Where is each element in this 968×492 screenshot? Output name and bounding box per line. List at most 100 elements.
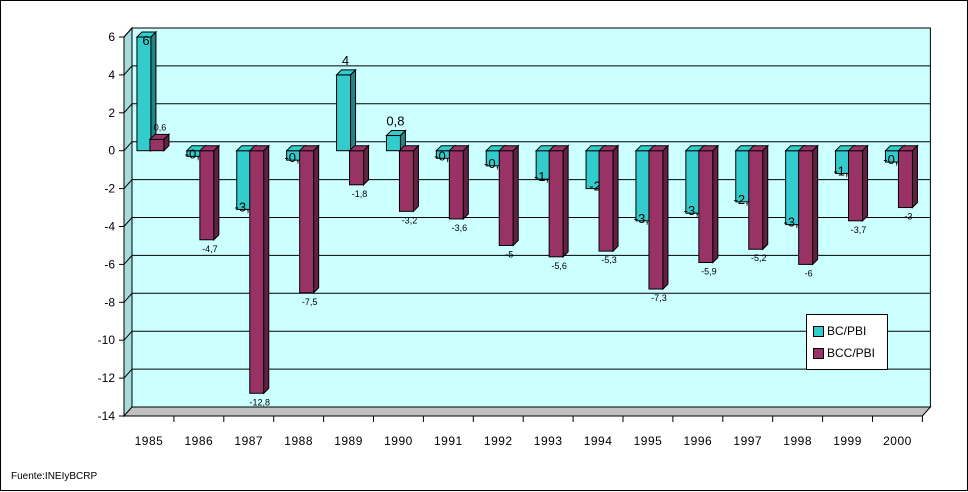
bar: -5,6 [547,144,570,271]
x-tick-label: 1988 [284,434,313,448]
y-tick-label: -8 [104,295,115,309]
y-tick-label: -10 [98,333,116,347]
bar: -4,7 [198,144,221,254]
bar-side [662,144,669,291]
bar-front [398,150,414,212]
bar-front [548,150,564,258]
x-tick-label: 1997 [733,434,762,448]
bar-side [712,144,719,264]
bar-side [213,144,220,241]
y-tick-label: -12 [98,371,116,385]
data-label: -1,8 [352,189,368,199]
x-tick-label: 1986 [184,434,213,448]
data-label: -2 [589,179,601,194]
gridline [123,368,931,379]
bar-side [812,144,819,266]
data-label: -3 [904,212,912,222]
bar-front [897,150,913,209]
x-tick-label: 1989 [334,434,363,448]
data-label: -3,7 [851,225,867,235]
x-tick-label: 1985 [135,434,164,448]
bar-front [848,150,864,222]
y-tick-label: 0 [108,144,115,158]
gridline [123,330,931,341]
y-tick-label: -14 [98,409,116,423]
legend-swatch-bcc-pbi [813,347,824,359]
bar-side [762,144,769,251]
data-label: -3,6 [452,223,468,233]
bar-front [698,150,714,264]
x-tick-label: 1996 [683,434,712,448]
data-label: -12,8 [249,397,270,407]
y-tick-label: 4 [108,68,115,82]
legend-swatch-bc-pbi [813,325,824,337]
bar-front [498,150,514,246]
bar-front [249,150,265,394]
gridline [123,65,931,76]
source-note: Fuente:INEIyBCRP [11,471,98,482]
bar: 4 [335,53,357,152]
bar-side [862,144,869,223]
bar-front [199,150,215,241]
bar: 0,8 [385,114,407,152]
bar-front [336,74,352,152]
bar-side [462,144,469,221]
data-label: -5 [505,249,513,259]
bar-side [263,144,270,395]
bar: -3,7 [847,144,869,235]
bar-front [299,150,315,294]
gridline [123,141,931,152]
bar-front [448,150,464,220]
y-tick-label: 6 [108,30,115,44]
x-tick-label: 1992 [484,434,513,448]
bar: 6 [135,30,158,152]
bar: 0,6 [148,122,171,152]
bar-side [163,133,170,152]
gridline [123,103,931,114]
data-label: -5,2 [751,253,767,263]
y-tick-label: 2 [108,106,115,120]
bar: -5,9 [697,144,720,277]
bar-front [748,150,764,250]
data-label: 4 [342,53,349,68]
plot-floor [122,406,932,417]
bar: -5 [498,144,520,259]
legend-item-bcc-pbi: BCC/PBI [813,346,875,360]
chart-legend: BC/PBI BCC/PBI [806,314,888,370]
legend-label-bcc-pbi: BCC/PBI [827,346,876,360]
data-label: -5,9 [701,267,717,277]
bar: -7,5 [298,144,320,307]
bar-side [313,144,320,295]
x-tick-label: 1999 [833,434,862,448]
data-label: -5,3 [601,255,617,265]
data-label: -7,5 [302,297,318,307]
y-tick-label: -6 [104,257,115,271]
bar-front [648,150,664,290]
bar-side [512,144,519,247]
gridline [123,292,931,303]
x-tick-label: 1987 [234,434,263,448]
data-label: -6 [805,268,813,278]
bar: -6 [797,144,819,278]
data-label: 6 [142,33,149,48]
data-label: 0,8 [386,114,404,129]
data-label: -5,6 [551,261,567,271]
x-tick-label: 1993 [534,434,563,448]
bar-front [385,135,401,152]
x-tick-label: 1994 [584,434,613,448]
bar-front [785,150,801,226]
bar: -3 [897,144,919,222]
bar: -3,2 [398,144,420,225]
legend-item-bc-pbi: BC/PBI [813,324,866,338]
bar-side [150,30,157,152]
bar-side [911,144,918,209]
bar-front [149,138,165,152]
legend-label-bc-pbi: BC/PBI [827,324,867,338]
x-tick-label: 1995 [634,434,663,448]
data-label: -4,7 [202,244,218,254]
bar-front [136,36,152,152]
bar-side [363,144,370,187]
bar: -12,8 [248,144,270,407]
series-bcc-pbi: 0,6 -4,7 -12,8 -7,5 -1,8 -3,2 -3,6 -5 -5,6 -5,3 -7… [148,122,919,407]
